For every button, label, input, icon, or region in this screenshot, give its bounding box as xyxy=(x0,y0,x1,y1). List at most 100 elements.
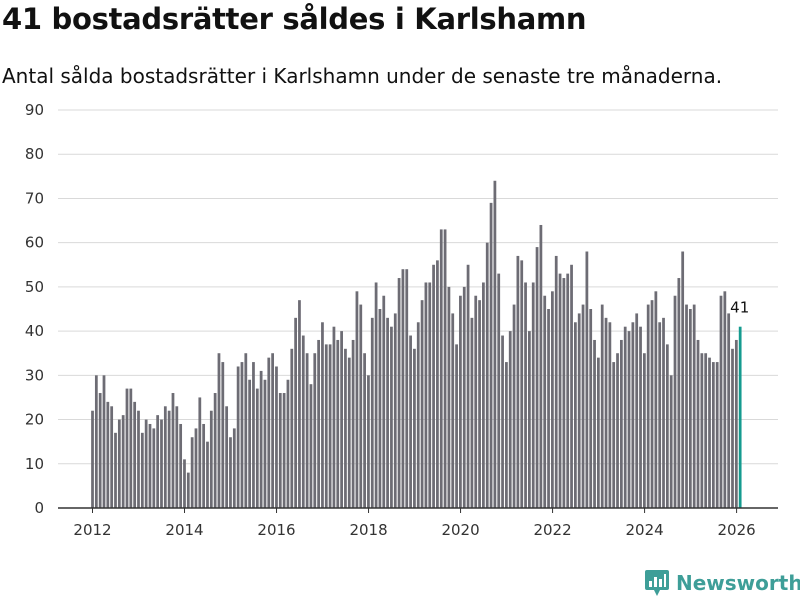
y-axis-ticks: 0 10 20 30 40 50 60 70 80 90 xyxy=(25,101,44,517)
bar xyxy=(600,304,604,508)
bar xyxy=(516,255,520,508)
bar xyxy=(167,410,171,508)
bar xyxy=(340,331,343,508)
bar xyxy=(662,317,665,508)
bar xyxy=(704,353,708,508)
bar xyxy=(470,317,474,508)
bar xyxy=(416,322,420,508)
bar xyxy=(608,322,612,508)
bar xyxy=(252,362,255,508)
bar xyxy=(731,348,734,508)
bar xyxy=(244,353,248,508)
bar xyxy=(382,295,386,508)
bar xyxy=(271,353,274,508)
bar xyxy=(286,379,290,508)
bar xyxy=(616,353,619,508)
bar xyxy=(344,348,347,508)
bar xyxy=(543,295,547,508)
bar xyxy=(623,326,627,508)
bar xyxy=(202,423,206,508)
bar xyxy=(432,264,435,508)
bar xyxy=(520,260,524,508)
bar xyxy=(466,264,470,508)
bar xyxy=(696,339,700,508)
bar xyxy=(485,242,489,509)
bar xyxy=(351,339,355,508)
bar-latest xyxy=(738,326,742,508)
bar xyxy=(217,353,221,508)
bar xyxy=(171,393,175,508)
x-tick-label: 2014 xyxy=(165,521,203,539)
bar xyxy=(539,224,543,509)
y-tick-label: 90 xyxy=(25,101,44,119)
bar xyxy=(585,251,589,508)
bar xyxy=(462,286,466,508)
bar xyxy=(619,339,623,508)
y-tick-label: 10 xyxy=(25,455,44,473)
bar xyxy=(278,393,282,508)
bar xyxy=(459,295,462,508)
bar xyxy=(688,309,692,508)
bar xyxy=(451,313,455,508)
bar xyxy=(129,388,133,508)
bar xyxy=(221,362,225,508)
x-tick-label: 2022 xyxy=(533,521,571,539)
bar xyxy=(94,375,98,508)
bar xyxy=(528,331,531,508)
bar xyxy=(259,370,263,508)
newsworthy-logo[interactable]: Newsworthy xyxy=(645,569,800,597)
bar xyxy=(554,255,558,508)
bar xyxy=(577,313,581,508)
bar xyxy=(206,441,209,508)
bar xyxy=(734,339,738,508)
bar xyxy=(186,472,190,508)
bar xyxy=(635,313,639,508)
bar xyxy=(336,339,340,508)
bar xyxy=(232,428,236,508)
bar xyxy=(91,410,94,508)
bar xyxy=(482,282,485,508)
bar xyxy=(397,278,401,508)
bar xyxy=(370,317,374,508)
bar xyxy=(240,362,244,508)
bar xyxy=(420,300,424,508)
bar xyxy=(378,309,382,508)
bar xyxy=(639,326,642,508)
bar xyxy=(236,366,240,508)
bar xyxy=(313,353,317,508)
bar xyxy=(175,406,179,508)
bar xyxy=(321,322,324,508)
bar xyxy=(110,406,114,508)
bar xyxy=(263,379,267,508)
brand-name: Newsworthy xyxy=(676,571,800,595)
bar xyxy=(669,375,673,508)
chart-subtitle: Antal sålda bostadsrätter i Karlshamn un… xyxy=(2,64,723,88)
bar xyxy=(692,304,696,508)
bar xyxy=(646,304,650,508)
bar xyxy=(531,282,535,508)
bar xyxy=(374,282,378,508)
bar xyxy=(359,304,363,508)
bar xyxy=(390,326,393,508)
bar xyxy=(505,362,508,508)
bar xyxy=(282,393,286,508)
bar xyxy=(443,229,447,508)
y-tick-label: 50 xyxy=(25,278,44,296)
bar xyxy=(324,344,328,508)
y-tick-label: 60 xyxy=(25,234,44,252)
y-tick-label: 30 xyxy=(25,366,44,384)
bar xyxy=(424,282,428,508)
bar xyxy=(566,273,570,508)
data-labels: 41 xyxy=(730,299,749,317)
bar xyxy=(654,291,658,508)
bar xyxy=(179,423,183,508)
bar xyxy=(501,335,504,508)
bar xyxy=(642,353,646,508)
bar xyxy=(574,322,577,508)
bar xyxy=(332,326,336,508)
bar xyxy=(198,397,202,508)
x-tick-label: 2018 xyxy=(349,521,387,539)
newsworthy-logo-icon xyxy=(645,570,669,596)
bar xyxy=(137,410,140,508)
y-tick-label: 0 xyxy=(34,499,44,517)
